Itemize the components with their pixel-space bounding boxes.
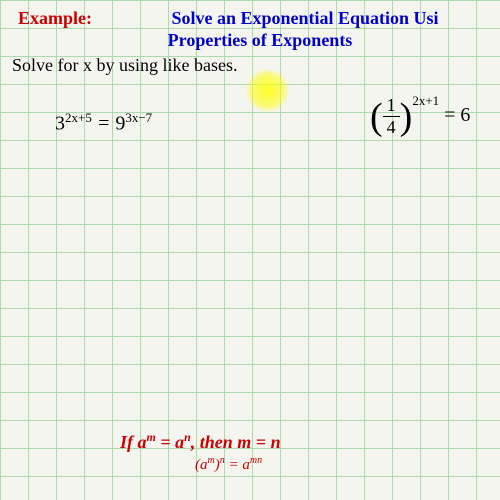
eq1-exp1: 2x+5 — [65, 110, 92, 125]
right-paren: ) — [400, 97, 413, 137]
fraction-numerator: 1 — [383, 95, 400, 117]
title-line2: Properties of Exponents — [110, 30, 410, 51]
left-paren: ( — [370, 97, 383, 137]
eq1-exp2: 3x−7 — [125, 110, 152, 125]
fraction-denominator: 4 — [383, 117, 400, 138]
eq1-base2: 9 — [115, 113, 125, 135]
content-area: Example: Solve an Exponential Equation U… — [0, 0, 500, 500]
eq2-exponent: 2x+1 — [412, 93, 439, 108]
eq2-equals: = 6 — [439, 104, 470, 126]
rule-line1: If am = an, then m = n — [120, 430, 281, 453]
equation-right: (14)2x+1 = 6 — [370, 95, 470, 138]
fraction: 14 — [383, 95, 400, 138]
cursor-highlight — [245, 68, 290, 113]
example-label: Example: — [18, 8, 92, 29]
equation-left: 32x+5 = 93x−7 — [55, 110, 152, 136]
instruction-text: Solve for x by using like bases. — [12, 55, 237, 76]
title-line1: Solve an Exponential Equation Usi — [110, 8, 500, 29]
eq1-base1: 3 — [55, 113, 65, 135]
eq1-equals: = — [92, 113, 116, 135]
rule-line2: (am)n = amn — [195, 455, 262, 474]
